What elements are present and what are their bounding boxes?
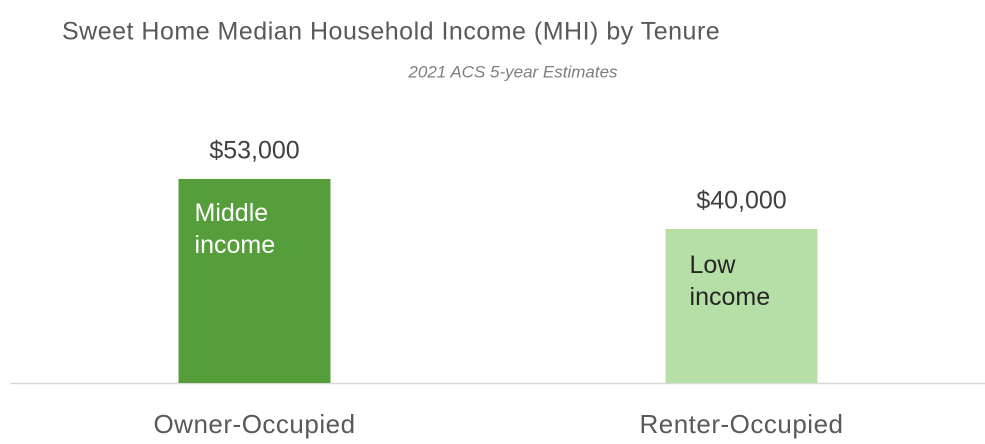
chart-title: Sweet Home Median Household Income (MHI)… (62, 18, 720, 46)
bar-annotation: Low income (689, 251, 771, 311)
bar-annotation: Middle income (194, 198, 276, 259)
chart-subtitle: 2021 ACS 5-year Estimates (407, 62, 618, 81)
x-tick-label: Renter-Occupied (639, 409, 843, 439)
value-label: $40,000 (696, 187, 786, 215)
x-tick-label: Owner-Occupied (153, 409, 355, 439)
value-label: $53,000 (209, 137, 299, 165)
bar (178, 178, 331, 383)
bar (665, 229, 818, 383)
